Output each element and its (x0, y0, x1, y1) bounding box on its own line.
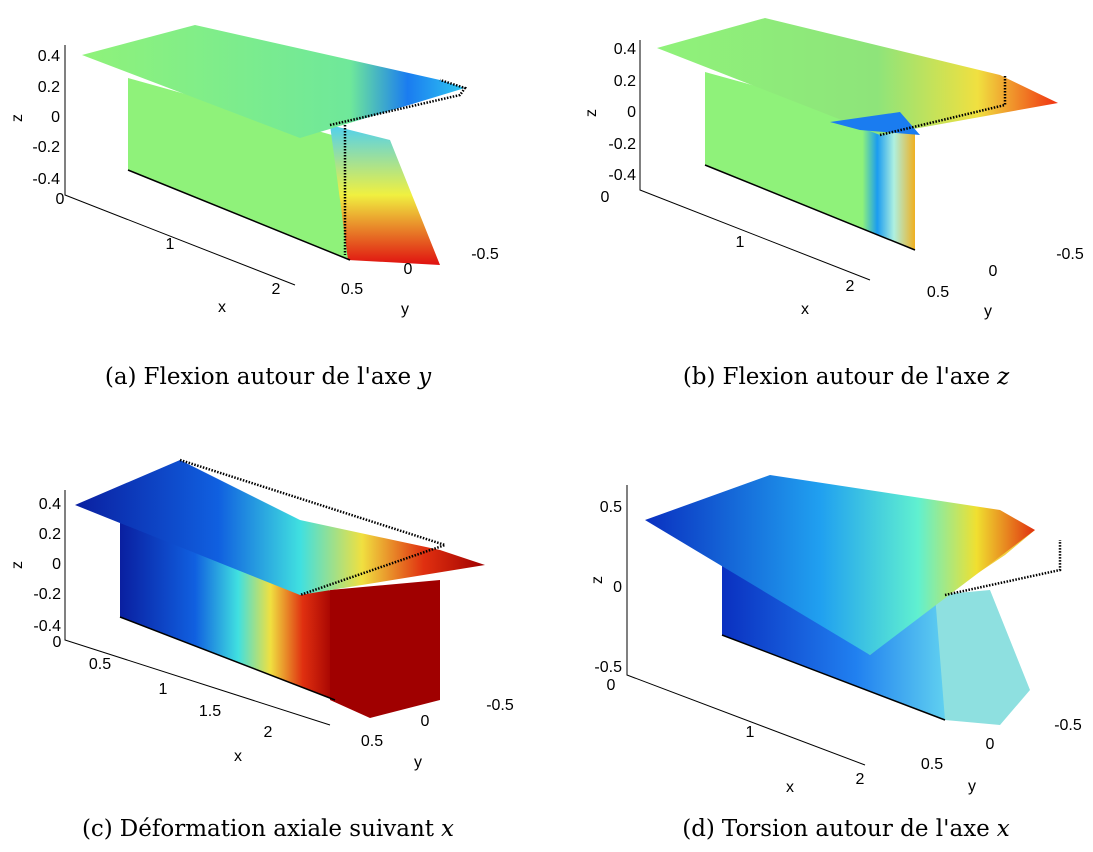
y-tick-label: 0 (989, 263, 998, 280)
panel-c-plot (64, 458, 485, 726)
axes (639, 40, 871, 281)
y-axis-label: y (414, 754, 422, 771)
caption: (b) Flexion autour de l'axe z (683, 364, 1010, 390)
z-tick-label: 0.4 (39, 496, 61, 513)
z-tick-label: 0.4 (38, 48, 60, 65)
x-tick-label: 2 (272, 281, 281, 298)
web-deformed (935, 590, 1030, 725)
axes (64, 45, 296, 286)
z-tick-label: 0.4 (614, 41, 636, 58)
z-tick-label: 0.2 (39, 526, 61, 543)
x-tick-label: 1 (159, 681, 168, 698)
panel-b-plot (639, 18, 1058, 281)
x-axis-label: x (234, 748, 242, 765)
z-tick-label: -0.2 (33, 586, 61, 603)
x-tick-label: 2 (846, 278, 855, 295)
y-tick-label: 0 (986, 736, 995, 753)
caption: (c) Déformation axiale suivant x (82, 816, 454, 842)
z-tick-label: -0.2 (32, 139, 60, 156)
z-tick-label: 0 (51, 109, 60, 126)
web-deformed (330, 125, 440, 265)
z-axis-label: z (589, 576, 606, 584)
x-tick-label: 0.5 (89, 656, 111, 673)
web-surface (128, 78, 350, 260)
flange-surface (645, 475, 1035, 655)
caption-label: (b) (683, 364, 716, 390)
x-tick-label: 2 (264, 724, 273, 741)
flange-surface (82, 25, 465, 138)
z-tick-label: 0.5 (600, 499, 622, 516)
z-tick-label: 0.2 (614, 73, 636, 90)
y-tick-label: 0.5 (341, 281, 363, 298)
flange-surface (75, 460, 485, 595)
z-tick-label: -0.4 (32, 171, 60, 188)
z-tick-label: 0 (613, 579, 622, 596)
z-tick-label: 0 (627, 104, 636, 121)
y-tick-label: 0.5 (927, 284, 949, 301)
edge (721, 634, 946, 721)
edge (127, 169, 351, 261)
z-tick-label: 0 (52, 556, 61, 573)
z-axis-label: z (9, 561, 26, 569)
undeformed-outline (879, 75, 1007, 137)
x-tick-label: 0 (53, 634, 62, 651)
y-tick-label: -0.5 (471, 246, 499, 263)
x-tick-label: 1 (166, 236, 175, 253)
y-tick-label: -0.5 (486, 697, 514, 714)
z-tick-label: -0.4 (608, 167, 636, 184)
y-tick-label: -0.5 (1054, 717, 1082, 734)
caption-variable: y (417, 364, 432, 390)
x-axis-label: x (801, 301, 809, 318)
edge (704, 164, 916, 251)
x-tick-label: 0 (601, 189, 610, 206)
y-tick-label: 0.5 (921, 756, 943, 773)
caption: (d) Torsion autour de l'axe x (682, 816, 1010, 842)
x-axis-label: x (786, 779, 794, 796)
undeformed-outline (944, 540, 1062, 597)
x-tick-label: 0 (607, 677, 616, 694)
x-axis-label: x (218, 299, 226, 316)
y-axis-label: y (984, 303, 992, 320)
x-tick-label: 2 (856, 771, 865, 788)
flange-surface (657, 18, 1058, 135)
z-tick-label: 0.2 (38, 79, 60, 96)
z-axis-label: z (9, 114, 26, 122)
axes (626, 485, 866, 766)
caption: (a) Flexion autour de l'axe y (105, 364, 432, 390)
y-axis-label: y (968, 778, 976, 795)
x-tick-label: 1.5 (199, 703, 221, 720)
axes (64, 490, 331, 726)
caption-label: (d) (682, 816, 715, 842)
z-tick-label: -0.5 (594, 659, 622, 676)
edge (119, 616, 336, 701)
z-tick-label: -0.2 (608, 136, 636, 153)
y-tick-label: 0.5 (361, 733, 383, 750)
z-tick-label: -0.4 (33, 618, 61, 635)
y-tick-label: 0 (404, 261, 413, 278)
y-tick-label: -0.5 (1056, 246, 1084, 263)
caption-label: (a) (105, 364, 137, 390)
web-surface (120, 522, 335, 700)
x-tick-label: 1 (746, 724, 755, 741)
y-tick-label: 0 (421, 713, 430, 730)
caption-variable: x (997, 816, 1010, 842)
caption-label: (c) (82, 816, 113, 842)
z-axis-label: z (583, 109, 600, 117)
caption-text: Flexion autour de l'axe (722, 364, 990, 390)
web-end (330, 580, 440, 718)
x-tick-label: 0 (56, 191, 65, 208)
caption-text: Déformation axiale suivant (120, 816, 435, 842)
panel-d-plot (626, 475, 1062, 766)
caption-variable: z (996, 364, 1010, 390)
panel-a-plot (64, 25, 468, 286)
caption-variable: x (441, 816, 454, 842)
undeformed-outline (329, 78, 468, 127)
y-axis-label: y (401, 301, 409, 318)
caption-text: Torsion autour de l'axe (722, 816, 990, 842)
x-tick-label: 1 (736, 234, 745, 251)
caption-text: Flexion autour de l'axe (144, 364, 412, 390)
deformed-edge (830, 112, 920, 135)
